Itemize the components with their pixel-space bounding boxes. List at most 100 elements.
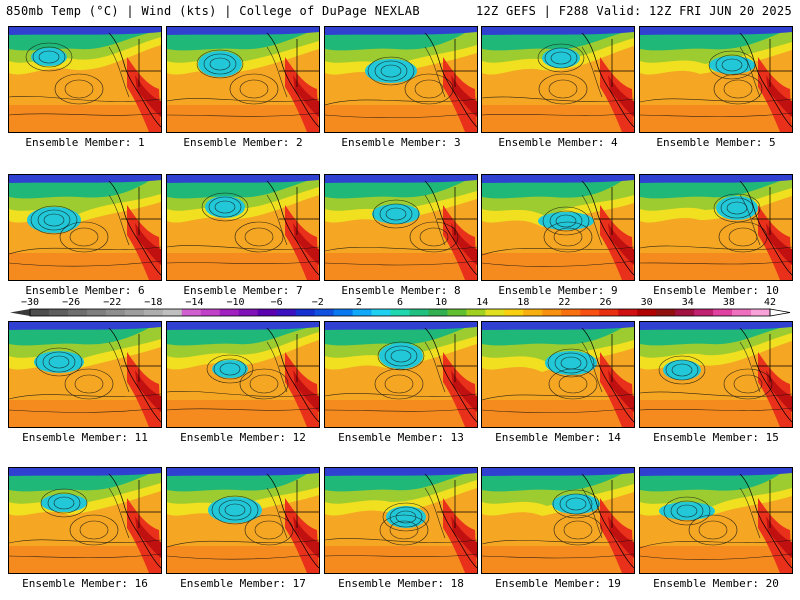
colorbar-swatch: [352, 309, 373, 316]
ensemble-map-7: [166, 174, 320, 281]
ensemble-map-15: [639, 321, 793, 428]
colorbar-tick-label: 10: [435, 297, 448, 308]
colorbar-swatch: [333, 309, 354, 316]
colorbar-swatch: [314, 309, 335, 316]
colorbar-swatch: [30, 309, 50, 316]
colorbar-swatch: [694, 309, 714, 316]
ensemble-member-label: Ensemble Member: 19: [495, 577, 621, 590]
colorbar-tick-label: 38: [722, 297, 735, 308]
colorbar-swatch: [447, 309, 467, 316]
colorbar-tick-label: 30: [640, 297, 653, 308]
colorbar-swatch: [143, 309, 164, 316]
ensemble-member-label: Ensemble Member: 18: [338, 577, 464, 590]
temperature-colorbar: [10, 308, 791, 317]
colorbar-swatch: [371, 309, 392, 316]
ensemble-member-label: Ensemble Member: 17: [180, 577, 306, 590]
colorbar-swatch: [200, 309, 221, 316]
colorbar-swatch: [580, 309, 600, 316]
ensemble-map-10: [639, 174, 793, 281]
ensemble-map-5: [639, 26, 793, 133]
ensemble-member-label: Ensemble Member: 8: [341, 284, 461, 297]
colorbar-swatch: [219, 309, 240, 316]
colorbar-tick-label: 2: [355, 297, 362, 308]
ensemble-map-8: [324, 174, 478, 281]
ensemble-map-11: [8, 321, 162, 428]
colorbar-tick-label: −10: [226, 297, 245, 308]
ensemble-member-label: Ensemble Member: 4: [498, 136, 618, 149]
ensemble-member-label: Ensemble Member: 12: [180, 431, 306, 444]
colorbar-swatch: [48, 309, 69, 316]
colorbar-swatch: [523, 309, 543, 316]
colorbar-swatch: [618, 309, 638, 316]
colorbar-tick-label: 22: [558, 297, 571, 308]
ensemble-map-19: [481, 467, 635, 574]
colorbar-swatch: [675, 309, 695, 316]
ensemble-member-label: Ensemble Member: 14: [495, 431, 621, 444]
ensemble-member-label: Ensemble Member: 15: [653, 431, 779, 444]
colorbar-tick-label: −26: [62, 297, 81, 308]
ensemble-member-label: Ensemble Member: 9: [498, 284, 618, 297]
colorbar-swatch: [295, 309, 316, 316]
ensemble-map-14: [481, 321, 635, 428]
ensemble-member-label: Ensemble Member: 5: [656, 136, 776, 149]
colorbar-swatch: [561, 309, 581, 316]
colorbar-swatch: [390, 309, 410, 316]
colorbar-swatch: [713, 309, 733, 316]
colorbar-swatch: [105, 309, 126, 316]
ensemble-map-3: [324, 26, 478, 133]
ensemble-map-17: [166, 467, 320, 574]
colorbar-tick-label: 42: [763, 297, 777, 308]
ensemble-member-label: Ensemble Member: 7: [183, 284, 303, 297]
header-title: 850mb Temp (°C) | Wind (kts) | College o…: [6, 4, 420, 18]
colorbar-swatch: [637, 309, 657, 316]
colorbar-swatch: [181, 309, 202, 316]
colorbar-swatch: [732, 309, 752, 316]
colorbar-tick-label: −30: [20, 297, 40, 308]
colorbar-swatch: [238, 309, 259, 316]
colorbar-tick-label: −18: [144, 297, 163, 308]
ensemble-map-1: [8, 26, 162, 133]
ensemble-member-label: Ensemble Member: 10: [653, 284, 779, 297]
colorbar-swatch: [86, 309, 107, 316]
colorbar-swatch: [409, 309, 429, 316]
colorbar-swatch: [67, 309, 88, 316]
colorbar-swatch: [162, 309, 183, 316]
colorbar-tick-label: 26: [599, 297, 612, 308]
ensemble-map-9: [481, 174, 635, 281]
colorbar-tick-label: 18: [517, 297, 530, 308]
colorbar-outline: [29, 308, 771, 317]
ensemble-map-20: [639, 467, 793, 574]
colorbar-swatch: [542, 309, 562, 316]
colorbar-swatch: [276, 309, 297, 316]
ensemble-map-2: [166, 26, 320, 133]
colorbar-swatch: [504, 309, 524, 316]
ensemble-map-6: [8, 174, 162, 281]
colorbar-swatch: [656, 309, 676, 316]
colorbar-swatch: [428, 309, 448, 316]
colorbar-swatch: [124, 309, 145, 316]
colorbar-min-arrow: [10, 309, 30, 316]
colorbar-swatch: [751, 309, 771, 316]
colorbar-swatch: [257, 309, 278, 316]
colorbar-swatch: [485, 309, 505, 316]
colorbar-tick-label: 6: [396, 297, 404, 308]
ensemble-member-label: Ensemble Member: 13: [338, 431, 464, 444]
colorbar-swatch: [599, 309, 619, 316]
colorbar-tick-label: 34: [681, 297, 694, 308]
ensemble-map-16: [8, 467, 162, 574]
ensemble-member-label: Ensemble Member: 20: [653, 577, 779, 590]
colorbar-tick-label: −6: [270, 297, 283, 308]
colorbar-tick-label: 14: [476, 297, 489, 308]
ensemble-map-13: [324, 321, 478, 428]
ensemble-member-label: Ensemble Member: 3: [341, 136, 461, 149]
colorbar-tick-label: −14: [185, 297, 204, 308]
ensemble-member-label: Ensemble Member: 11: [22, 431, 148, 444]
colorbar-tick-label: −22: [103, 297, 122, 308]
ensemble-member-label: Ensemble Member: 6: [25, 284, 145, 297]
colorbar-swatch: [466, 309, 486, 316]
header-run-info: 12Z GEFS | F288 Valid: 12Z FRI JUN 20 20…: [475, 4, 792, 18]
colorbar-tick-label: −2: [311, 297, 324, 308]
colorbar-max-arrow: [769, 308, 791, 317]
ensemble-map-12: [166, 321, 320, 428]
ensemble-map-4: [481, 26, 635, 133]
